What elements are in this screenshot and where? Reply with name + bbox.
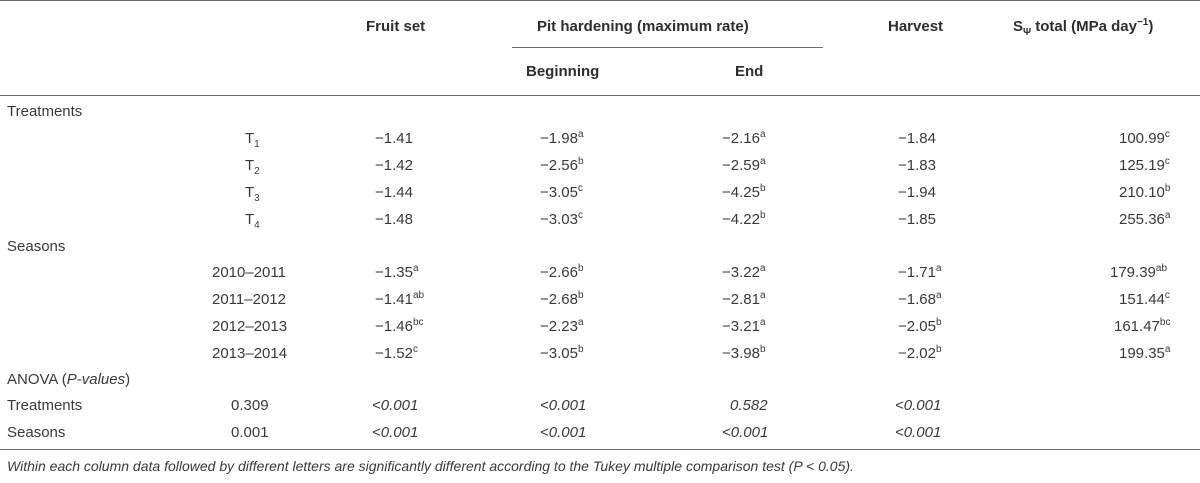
cell-beginning: −2.66b bbox=[540, 263, 584, 281]
cell-end: −3.98b bbox=[722, 344, 766, 362]
cell-harvest: −1.68a bbox=[898, 290, 942, 308]
header-pit-hardening: Pit hardening (maximum rate) bbox=[537, 18, 749, 35]
cell-beginning-pvalue: <0.001 bbox=[372, 397, 419, 414]
cell-fruit-set-pvalue: 0.001 bbox=[231, 424, 269, 441]
row-label: T4 bbox=[245, 211, 260, 231]
cell-harvest: −2.02b bbox=[898, 344, 942, 362]
cell-fruit-set: −1.35a bbox=[375, 263, 419, 281]
cell-beginning: −1.98a bbox=[540, 129, 584, 147]
section-anova: ANOVA (P-values) bbox=[7, 371, 131, 388]
cell-fruit-set-pvalue: 0.309 bbox=[231, 397, 269, 414]
header-end: End bbox=[735, 63, 764, 80]
row-label: 2012–2013 bbox=[212, 318, 288, 335]
cell-s-total: 255.36a bbox=[1119, 210, 1171, 228]
cell-harvest: −1.84 bbox=[898, 130, 936, 147]
cell-harvest: −1.83 bbox=[898, 157, 936, 174]
cell-s-total: 179.39ab bbox=[1110, 263, 1168, 281]
row-label: 2013–2014 bbox=[212, 345, 288, 362]
cell-beginning-pvalue: <0.001 bbox=[540, 424, 587, 441]
row-label: T2 bbox=[245, 157, 260, 177]
section-seasons: Seasons bbox=[7, 238, 66, 255]
cell-harvest: −2.05b bbox=[898, 317, 942, 335]
cell-beginning-pvalue: <0.001 bbox=[540, 397, 587, 414]
top-rule bbox=[0, 0, 1200, 1]
cell-end: −3.22a bbox=[722, 263, 766, 281]
row-label: 2010–2011 bbox=[212, 264, 286, 281]
cell-harvest: −1.85 bbox=[898, 211, 936, 228]
cell-beginning: −3.05c bbox=[540, 183, 583, 201]
cell-fruit-set: −1.44 bbox=[375, 184, 413, 201]
header-s-total: SΨ total (MPa day−1) bbox=[1013, 17, 1154, 38]
row-label: T3 bbox=[245, 184, 260, 204]
cell-fruit-set: −1.46bc bbox=[375, 317, 424, 335]
bottom-rule bbox=[0, 449, 1200, 450]
cell-harvest: −1.71a bbox=[898, 263, 942, 281]
cell-beginning: −2.23a bbox=[540, 317, 584, 335]
cell-fruit-set: −1.41ab bbox=[375, 290, 425, 308]
table-footnote: Within each column data followed by diff… bbox=[7, 458, 854, 474]
cell-s-total: 151.44c bbox=[1119, 290, 1170, 308]
cell-s-total: 125.19c bbox=[1119, 156, 1170, 174]
cell-fruit-set: −1.41 bbox=[375, 130, 413, 147]
cell-fruit-set: −1.52c bbox=[375, 344, 418, 362]
header-rule bbox=[0, 95, 1200, 96]
cell-s-total: 161.47bc bbox=[1114, 317, 1171, 335]
cell-fruit-set: −1.42 bbox=[375, 157, 413, 174]
cell-fruit-set: −1.48 bbox=[375, 211, 413, 228]
row-label: T1 bbox=[245, 130, 260, 150]
cell-end: −2.16a bbox=[722, 129, 766, 147]
header-harvest: Harvest bbox=[888, 18, 944, 35]
row-label: 2011–2012 bbox=[212, 291, 286, 308]
cell-end: −4.22b bbox=[722, 210, 766, 228]
cell-s-total: 199.35a bbox=[1119, 344, 1171, 362]
header-fruit-set: Fruit set bbox=[366, 18, 426, 35]
row-label: Treatments bbox=[7, 397, 83, 414]
cell-end: −4.25b bbox=[722, 183, 766, 201]
row-label: Seasons bbox=[7, 424, 66, 441]
section-treatments: Treatments bbox=[7, 103, 83, 120]
cell-end-pvalue: 0.582 bbox=[730, 397, 768, 414]
cell-end: −2.59a bbox=[722, 156, 766, 174]
cell-beginning: −2.56b bbox=[540, 156, 584, 174]
cell-beginning: −3.03c bbox=[540, 210, 583, 228]
cell-end: −2.81a bbox=[722, 290, 766, 308]
cell-s-total: 210.10b bbox=[1119, 183, 1171, 201]
cell-s-total: 100.99c bbox=[1119, 129, 1170, 147]
cell-beginning-pvalue: <0.001 bbox=[372, 424, 419, 441]
cell-beginning: −2.68b bbox=[540, 290, 584, 308]
cell-harvest: −1.94 bbox=[898, 184, 936, 201]
cell-harvest-pvalue: <0.001 bbox=[895, 424, 942, 441]
pit-hardening-rule bbox=[512, 47, 823, 48]
cell-beginning: −3.05b bbox=[540, 344, 584, 362]
cell-end-pvalue: <0.001 bbox=[722, 424, 769, 441]
cell-harvest-pvalue: <0.001 bbox=[895, 397, 942, 414]
header-beginning: Beginning bbox=[526, 63, 600, 80]
cell-end: −3.21a bbox=[722, 317, 766, 335]
